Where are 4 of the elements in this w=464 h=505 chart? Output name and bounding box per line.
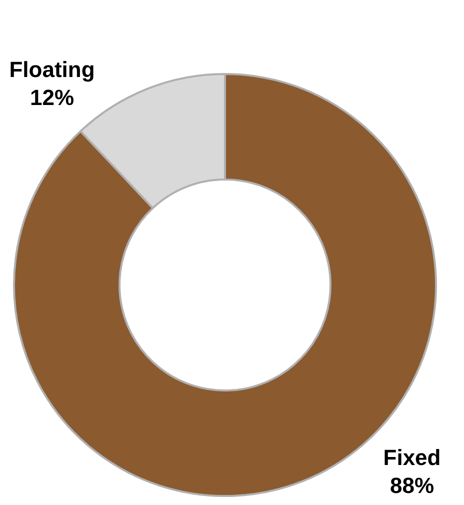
slice-label: Fixed <box>383 445 441 470</box>
slice-label: Floating <box>9 57 95 82</box>
data-label: 12% <box>30 85 74 110</box>
data-label: 88% <box>390 473 434 498</box>
